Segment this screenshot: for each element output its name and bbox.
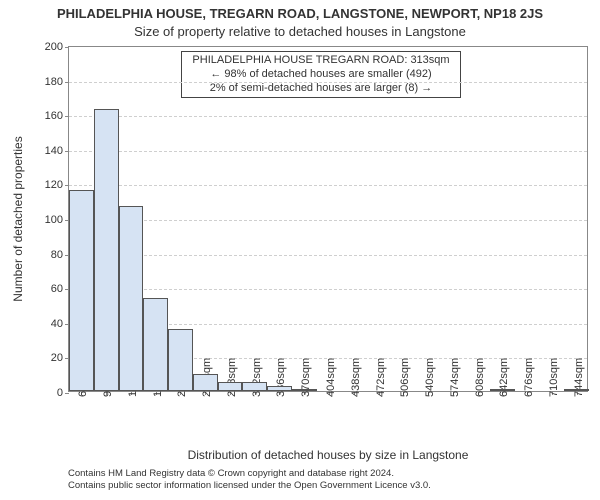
gridline-h	[69, 255, 587, 256]
chart-title-main: PHILADELPHIA HOUSE, TREGARN ROAD, LANGST…	[0, 6, 600, 21]
ytick-label: 140	[45, 145, 63, 157]
annotation-box: PHILADELPHIA HOUSE TREGARN ROAD: 313sqm …	[181, 51, 461, 98]
gridline-h	[69, 82, 587, 83]
ytick-label: 60	[51, 283, 63, 295]
histogram-bar	[218, 382, 243, 391]
ytick-label: 0	[57, 387, 63, 399]
xtick-label: 438sqm	[350, 358, 362, 397]
xtick-label: 370sqm	[300, 358, 312, 397]
gridline-h	[69, 116, 587, 117]
chart-container: PHILADELPHIA HOUSE, TREGARN ROAD, LANGST…	[0, 0, 600, 500]
histogram-bar	[143, 298, 168, 391]
histogram-bar	[267, 386, 292, 391]
xtick-label: 642sqm	[498, 358, 510, 397]
xtick-label: 608sqm	[474, 358, 486, 397]
histogram-bar	[69, 190, 94, 391]
ytick-label: 40	[51, 318, 63, 330]
histogram-bar	[94, 109, 119, 391]
ytick-label: 100	[45, 214, 63, 226]
plot-area: PHILADELPHIA HOUSE TREGARN ROAD: 313sqm …	[68, 46, 588, 392]
xtick-label: 506sqm	[399, 358, 411, 397]
xtick-label: 302sqm	[251, 358, 263, 397]
gridline-h	[69, 289, 587, 290]
ytick-mark	[65, 185, 69, 186]
ytick-label: 120	[45, 179, 63, 191]
histogram-bar	[168, 329, 193, 391]
chart-title-sub: Size of property relative to detached ho…	[0, 24, 600, 39]
gridline-h	[69, 151, 587, 152]
x-axis-label: Distribution of detached houses by size …	[68, 448, 588, 462]
ytick-label: 180	[45, 76, 63, 88]
ytick-mark	[65, 82, 69, 83]
xtick-label: 710sqm	[548, 358, 560, 397]
gridline-h	[69, 185, 587, 186]
xtick-label: 574sqm	[449, 358, 461, 397]
histogram-bar	[490, 389, 515, 391]
y-axis-label: Number of detached properties	[11, 136, 25, 301]
histogram-bar	[119, 206, 144, 391]
histogram-bar	[292, 389, 317, 391]
xtick-label: 676sqm	[523, 358, 535, 397]
ytick-label: 80	[51, 249, 63, 261]
ytick-mark	[65, 116, 69, 117]
xtick-label: 472sqm	[375, 358, 387, 397]
footer-line: Contains public sector information licen…	[68, 480, 588, 492]
xtick-label: 540sqm	[424, 358, 436, 397]
ytick-mark	[65, 393, 69, 394]
annotation-line: PHILADELPHIA HOUSE TREGARN ROAD: 313sqm	[186, 54, 456, 68]
annotation-line: ← 98% of detached houses are smaller (49…	[186, 68, 456, 82]
ytick-label: 160	[45, 110, 63, 122]
ytick-label: 20	[51, 352, 63, 364]
footer-line: Contains HM Land Registry data © Crown c…	[68, 468, 588, 480]
xtick-label: 268sqm	[226, 358, 238, 397]
xtick-label: 744sqm	[573, 358, 585, 397]
histogram-bar	[242, 382, 267, 391]
ytick-mark	[65, 47, 69, 48]
gridline-h	[69, 220, 587, 221]
histogram-bar	[564, 389, 589, 391]
histogram-bar	[193, 374, 218, 391]
ytick-mark	[65, 151, 69, 152]
xtick-label: 336sqm	[275, 358, 287, 397]
ytick-label: 200	[45, 41, 63, 53]
xtick-label: 404sqm	[325, 358, 337, 397]
footer: Contains HM Land Registry data © Crown c…	[68, 468, 588, 492]
annotation-line: 2% of semi-detached houses are larger (8…	[186, 82, 456, 96]
